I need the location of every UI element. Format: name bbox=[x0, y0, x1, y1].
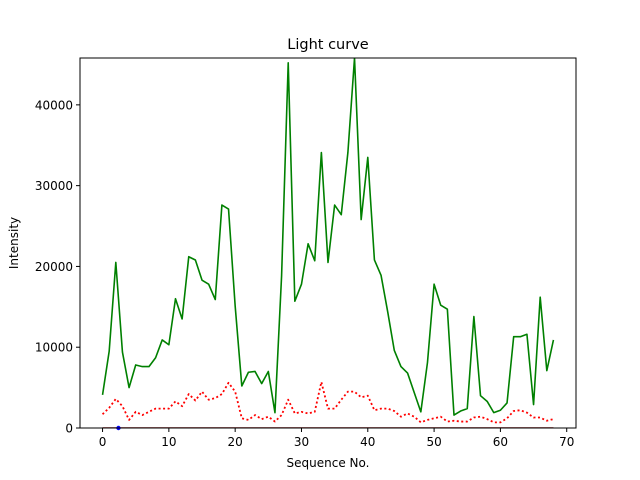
x-tick-label: 40 bbox=[360, 435, 375, 449]
x-tick-label: 30 bbox=[294, 435, 309, 449]
series-layer bbox=[101, 58, 555, 428]
series-line-1 bbox=[101, 58, 555, 416]
x-tick-label: 70 bbox=[559, 435, 574, 449]
y-tick-label: 0 bbox=[65, 422, 73, 436]
y-tick-label: 10000 bbox=[35, 341, 73, 355]
series-line-2 bbox=[101, 381, 554, 424]
x-tick-label: 10 bbox=[161, 435, 176, 449]
x-tick-label: 50 bbox=[426, 435, 441, 449]
x-tick-label: 60 bbox=[493, 435, 508, 449]
plot-area bbox=[79, 57, 577, 431]
x-axis-label: Sequence No. bbox=[287, 456, 370, 470]
y-tick-label: 30000 bbox=[35, 179, 73, 193]
y-axis-label: Intensity bbox=[7, 217, 21, 269]
y-tick-label: 20000 bbox=[35, 260, 73, 274]
axes-frame bbox=[79, 57, 577, 429]
y-tick-label: 40000 bbox=[35, 98, 73, 112]
x-tick-label: 20 bbox=[228, 435, 243, 449]
x-tick-label: 0 bbox=[99, 435, 107, 449]
x-axis: 0 10 20 30 40 50 60 70 bbox=[99, 428, 574, 449]
chart-title: Light curve bbox=[287, 37, 369, 53]
y-axis: 0 10000 20000 30000 40000 bbox=[35, 98, 80, 436]
